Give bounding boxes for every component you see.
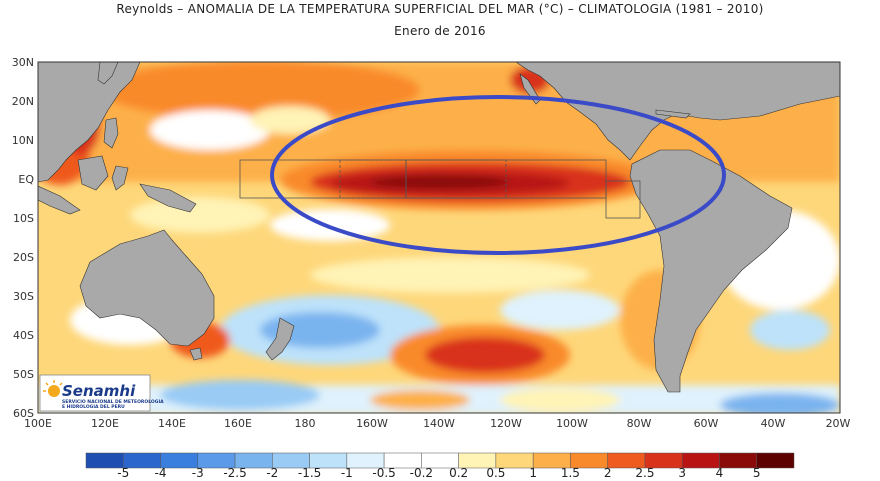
latitude-axis: 30N 20N 10N EQ 10S 20S 30S 40S 50S 60S xyxy=(12,56,35,420)
colorbar-swatch xyxy=(681,452,720,469)
senamhi-logo: Senamhi SERVICIO NACIONAL DE METEOROLOGI… xyxy=(39,374,164,412)
colorbar-label: -5 xyxy=(117,466,129,480)
colorbar-label: 2.5 xyxy=(635,466,654,480)
lat-label: 20N xyxy=(12,95,34,108)
colorbar-label: -1.5 xyxy=(298,466,321,480)
lat-label: 20S xyxy=(13,251,34,264)
lat-label: 10N xyxy=(12,134,34,147)
colorbar-label: -4 xyxy=(155,466,167,480)
lon-label: 80W xyxy=(627,417,652,430)
colorbar-label: -2.5 xyxy=(223,466,246,480)
lat-label: 30N xyxy=(12,56,34,69)
colorbar-label: 3 xyxy=(678,466,686,480)
sun-icon xyxy=(43,380,63,397)
lon-label: 160E xyxy=(224,417,252,430)
logo-subtitle-1: SERVICIO NACIONAL DE METEOROLOGIA xyxy=(62,399,164,405)
colorbar-label: 4 xyxy=(716,466,724,480)
colorbar-swatch xyxy=(719,452,757,469)
colorbar-label: 0.2 xyxy=(449,466,468,480)
colorbar-label: 2 xyxy=(604,466,612,480)
colorbar-label: -1 xyxy=(341,466,353,480)
anomaly-field xyxy=(38,62,840,413)
lon-label: 160W xyxy=(356,417,388,430)
landmasses xyxy=(38,62,840,393)
colorbar-label: 5 xyxy=(753,466,761,480)
colorbar-label: -0.5 xyxy=(372,466,395,480)
lat-label: 10S xyxy=(13,212,34,225)
colorbar-swatch xyxy=(756,452,795,469)
lon-label: 40W xyxy=(761,417,786,430)
map-border xyxy=(37,61,841,414)
logo-subtitle-2: E HIDROLOGIA DEL PERU xyxy=(62,404,125,410)
lon-label: 180 xyxy=(295,417,316,430)
colorbar-label: -0.2 xyxy=(410,466,433,480)
lat-label: 40S xyxy=(13,329,34,342)
lon-label: 20W xyxy=(826,417,851,430)
colorbar-labels: -5 -4 -3 -2.5 -2 -1.5 -1 -0.5 -0.2 0.2 0.5 1 1.5 2 2.5… xyxy=(117,466,760,480)
lon-label: 140W xyxy=(423,417,455,430)
colorbar-label: 1 xyxy=(529,466,537,480)
highlight-ellipse xyxy=(270,95,726,255)
lon-label: 140E xyxy=(158,417,186,430)
nino-region-boxes xyxy=(239,159,641,219)
logo-name: Senamhi xyxy=(62,382,136,400)
colorbar-label: -3 xyxy=(192,466,204,480)
lat-label: 50S xyxy=(13,368,34,381)
lat-label: 60S xyxy=(13,407,34,420)
map-subtitle: Enero de 2016 xyxy=(394,24,486,38)
colorbar xyxy=(85,452,795,469)
colorbar-label: 1.5 xyxy=(561,466,580,480)
map-title: Reynolds – ANOMALIA DE LA TEMPERATURA SU… xyxy=(116,2,764,16)
longitude-axis: 100E 120E 140E 160E 180 160W 140W 120W 1… xyxy=(24,417,851,430)
colorbar-label: 0.5 xyxy=(486,466,505,480)
colorbar-label: -2 xyxy=(266,466,278,480)
lat-label: 30S xyxy=(13,290,34,303)
lat-label: EQ xyxy=(18,173,34,186)
lon-label: 100W xyxy=(556,417,588,430)
lon-label: 120W xyxy=(490,417,522,430)
lon-label: 60W xyxy=(694,417,719,430)
lon-label: 120E xyxy=(91,417,119,430)
lon-label: 100E xyxy=(24,417,52,430)
